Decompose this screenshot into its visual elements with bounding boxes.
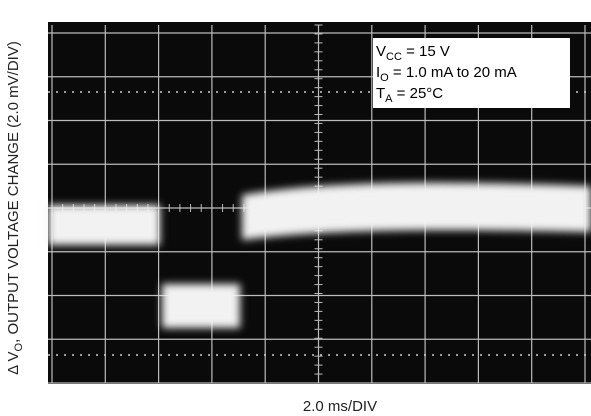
annotation-box	[373, 38, 570, 108]
y-label-part: Δ V	[5, 351, 22, 374]
annotation: TA = 25°C	[376, 85, 443, 105]
y-label-sub: O	[13, 342, 25, 351]
annotation-part: I	[376, 64, 380, 81]
annotation-part: = 15 V	[402, 43, 450, 60]
y-label-part: , OUTPUT VOLTAGE CHANGE (2.0 mV/DIV)	[5, 41, 22, 343]
annotation-sub: A	[385, 93, 393, 105]
annotation-part: T	[376, 85, 385, 102]
x-axis-label: 2.0 ms/DIV	[303, 398, 377, 415]
annotation-part: = 25°C	[393, 85, 444, 102]
annotation: IO = 1.0 mA to 20 mA	[376, 64, 517, 84]
annotation-sub: O	[380, 72, 389, 84]
annotation-sub: CC	[386, 51, 402, 63]
trace	[48, 182, 591, 328]
annotation-part: V	[376, 43, 386, 60]
annotation: VCC = 15 V	[376, 43, 450, 63]
annotation-part: = 1.0 mA to 20 mA	[389, 64, 517, 81]
y-axis-label: Δ VO, OUTPUT VOLTAGE CHANGE (2.0 mV/DIV)	[5, 41, 25, 375]
